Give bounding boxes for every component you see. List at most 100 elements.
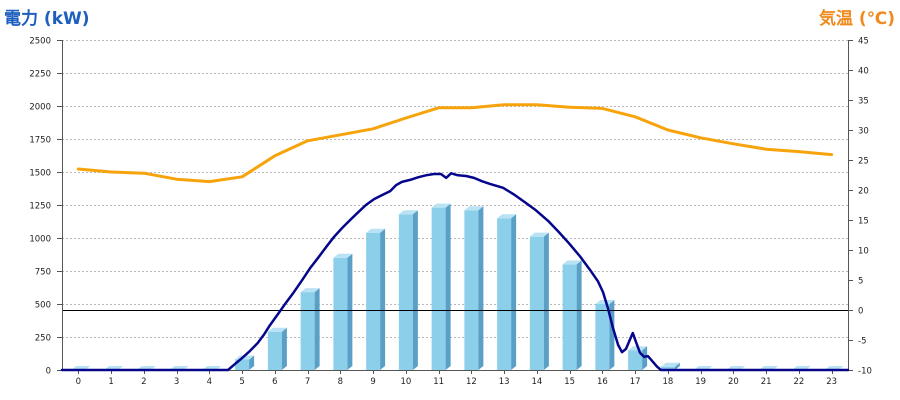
bar-front [398, 214, 413, 370]
x-tick-label: 1 [108, 377, 113, 387]
y-right-tick-label: 20 [858, 186, 869, 196]
y-left-tick-label: 1000 [29, 234, 51, 244]
bar-front [660, 366, 675, 370]
y-right-axis-title: 気温 (℃) [818, 8, 895, 29]
bar-front [497, 218, 512, 370]
bar-hour-9 [366, 228, 386, 370]
x-tick-label: 18 [662, 377, 673, 387]
bar-top [464, 206, 484, 211]
x-tick-label: 10 [400, 377, 411, 387]
y-left-tick-label: 750 [35, 267, 51, 277]
x-tick-label: 21 [761, 377, 772, 387]
x-tick-label: 22 [793, 377, 804, 387]
bar-top [366, 228, 386, 233]
x-tick-label: 13 [499, 377, 510, 387]
bar-top [431, 203, 451, 208]
y-left-axis-title: 電力 (kW) [4, 8, 90, 29]
bar-side [314, 288, 320, 370]
bar-front [267, 331, 282, 370]
bar-hour-13 [497, 214, 517, 370]
bar-side [281, 327, 287, 370]
y-left-tick-label: 1500 [29, 168, 51, 178]
lines-layer [60, 103, 850, 372]
bar-front [464, 210, 479, 370]
power-line [60, 172, 850, 372]
y-left-tick-label: 2250 [29, 69, 51, 79]
bar-front [333, 257, 348, 370]
bar-front [529, 236, 544, 370]
bar-side [347, 253, 353, 370]
temperature-line [76, 103, 834, 184]
x-tick-label: 7 [305, 377, 310, 387]
y-left-tick-label: 500 [35, 300, 51, 310]
bar-front [235, 359, 250, 370]
bar-top [398, 210, 418, 215]
bar-hour-18 [660, 362, 680, 370]
x-tick-label: 11 [433, 377, 444, 387]
bar-front [431, 207, 446, 370]
bar-hour-15 [562, 260, 582, 370]
bar-hour-14 [529, 232, 549, 370]
y-right-tick-label: 5 [858, 276, 863, 286]
x-tick-label: 2 [141, 377, 146, 387]
bar-front [300, 292, 315, 370]
x-tick-label: 19 [695, 377, 706, 387]
bar-side [511, 214, 517, 370]
bar-hour-6 [267, 327, 287, 370]
y-left-tick-label: 2500 [29, 36, 51, 46]
x-tick-label: 6 [272, 377, 277, 387]
x-tick-label: 0 [76, 377, 81, 387]
y-right-tick-label: 35 [858, 96, 869, 106]
bar-side [543, 232, 549, 370]
bar-top [497, 214, 517, 219]
bar-top [529, 232, 549, 237]
y-right-tick-label: -5 [858, 336, 866, 346]
bar-hour-12 [464, 206, 484, 370]
x-tick-label: 23 [826, 377, 837, 387]
x-tick-label: 4 [207, 377, 212, 387]
x-tick-label: 20 [728, 377, 739, 387]
bar-side [380, 228, 386, 370]
bar-hour-8 [333, 253, 353, 370]
y-left-tick-label: 1250 [29, 201, 51, 211]
bar-side [249, 355, 255, 370]
bar-hour-7 [300, 288, 320, 370]
x-tick-label: 16 [597, 377, 608, 387]
x-tick-label: 12 [466, 377, 477, 387]
x-tick-label: 5 [239, 377, 244, 387]
bar-side [478, 206, 484, 370]
x-tick-label: 14 [531, 377, 542, 387]
bar-side [576, 260, 582, 370]
y-right-tick-label: -10 [858, 366, 872, 376]
bar-hour-11 [431, 203, 451, 370]
y-right-tick-label: 40 [858, 66, 869, 76]
y-right-tick-label: 30 [858, 126, 869, 136]
bar-side [445, 203, 451, 370]
bar-top [267, 327, 287, 332]
y-left-tick-label: 1750 [29, 135, 51, 145]
x-tick-label: 8 [338, 377, 343, 387]
bar-hour-10 [398, 210, 418, 370]
bar-front [366, 232, 381, 370]
y-right-tick-label: 0 [858, 306, 863, 316]
bar-front [628, 350, 643, 370]
x-tick-label: 3 [174, 377, 179, 387]
bar-top [333, 253, 353, 258]
y-left-tick-label: 0 [46, 366, 51, 376]
y-right-tick-label: 25 [858, 156, 869, 166]
bar-side [642, 346, 648, 370]
bar-front [562, 264, 577, 370]
bar-top [660, 362, 680, 367]
y-left-tick-label: 2000 [29, 102, 51, 112]
y-right-tick-label: 45 [858, 36, 869, 46]
x-tick-label: 17 [630, 377, 641, 387]
bar-hour-16 [595, 300, 615, 370]
bar-side [674, 362, 680, 370]
bar-front [595, 304, 610, 370]
x-tick-label: 9 [370, 377, 375, 387]
y-right-tick-label: 15 [858, 216, 869, 226]
y-left-tick-label: 250 [35, 333, 51, 343]
bar-top [562, 260, 582, 265]
